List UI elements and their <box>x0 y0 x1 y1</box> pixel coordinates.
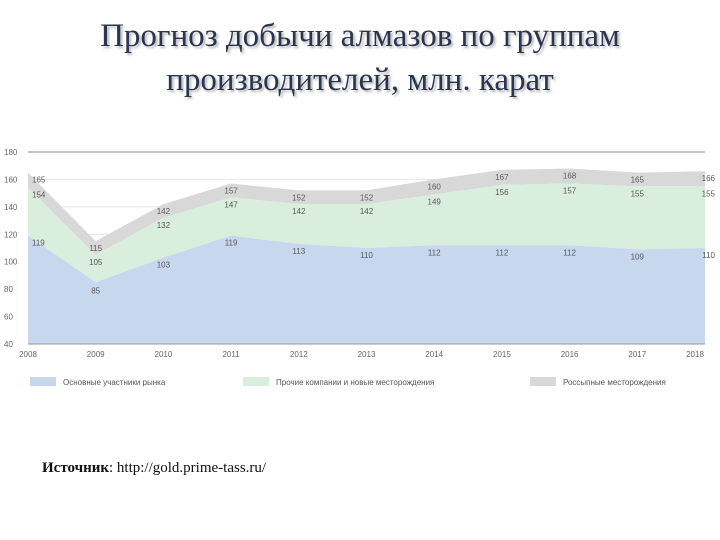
y-tick-label-180: 180 <box>4 148 18 157</box>
data-label-alluvial-2009: 115 <box>89 244 102 253</box>
title-line-1: Прогноз добычи алмазов по группам <box>100 18 620 54</box>
data-label-other-2009: 105 <box>89 258 103 267</box>
chart-legend: Основные участники рынка Прочие компании … <box>30 377 666 387</box>
data-label-other-2013: 142 <box>360 207 374 216</box>
data-label-other-2015: 156 <box>495 188 509 197</box>
legend-label-3: Россыпные месторождения <box>563 378 666 387</box>
data-label-main-2008: 119 <box>32 239 45 248</box>
data-label-other-2010: 132 <box>157 221 171 230</box>
data-label-alluvial-2014: 160 <box>428 182 442 191</box>
data-label-alluvial-2015: 167 <box>495 173 509 182</box>
title-line-2: производителей, млн. карат <box>166 62 554 98</box>
data-label-alluvial-2017: 165 <box>631 176 645 185</box>
x-tick-label-2008: 2008 <box>19 350 37 359</box>
area-other-companies <box>28 183 705 283</box>
page-title: Прогноз добычи алмазов по группам произв… <box>0 14 720 102</box>
legend-swatch-2 <box>243 377 269 386</box>
source-note: Источник: http://gold.prime-tass.ru/ <box>42 460 266 477</box>
data-label-main-2017: 109 <box>631 252 645 261</box>
y-tick-label-140: 140 <box>4 203 18 212</box>
y-tick-label-60: 60 <box>4 313 13 322</box>
x-tick-label-2009: 2009 <box>87 350 105 359</box>
x-tick-label-2015: 2015 <box>493 350 511 359</box>
x-tick-label-2016: 2016 <box>561 350 579 359</box>
data-label-main-2018: 110 <box>702 251 715 260</box>
data-label-main-2011: 119 <box>225 239 238 248</box>
x-tick-label-2010: 2010 <box>155 350 173 359</box>
legend-swatch-3 <box>530 377 556 386</box>
x-tick-label-2014: 2014 <box>425 350 443 359</box>
data-label-alluvial-2013: 152 <box>360 193 374 202</box>
x-tick-label-2011: 2011 <box>222 350 240 359</box>
data-label-other-2017: 155 <box>631 189 645 198</box>
data-label-main-2013: 110 <box>360 251 373 260</box>
y-tick-label-160: 160 <box>4 175 18 184</box>
data-label-alluvial-2011: 157 <box>224 187 238 196</box>
data-label-alluvial-2012: 152 <box>292 193 306 202</box>
data-label-other-2018: 155 <box>702 189 716 198</box>
data-label-alluvial-2016: 168 <box>563 171 577 180</box>
y-tick-label-40: 40 <box>4 340 13 349</box>
data-label-alluvial-2018: 166 <box>702 174 716 183</box>
x-tick-label-2018: 2018 <box>686 350 704 359</box>
data-label-main-2016: 112 <box>563 248 576 257</box>
data-label-main-2015: 112 <box>496 248 509 257</box>
data-label-main-2014: 112 <box>428 248 441 257</box>
legend-label-1: Основные участники рынка <box>63 378 166 387</box>
legend-swatch-1 <box>30 377 56 386</box>
data-label-other-2011: 147 <box>224 200 238 209</box>
data-label-other-2016: 157 <box>563 187 577 196</box>
chart-data-labels: 119 85 103 119 113 110 112 112 112 109 110 154 105 13… <box>32 171 716 295</box>
data-label-main-2009: 85 <box>91 286 100 295</box>
data-label-main-2012: 113 <box>292 247 305 256</box>
source-label: Источник <box>42 460 109 476</box>
chart-areas <box>28 168 705 344</box>
legend-label-2: Прочие компании и новые месторождения <box>276 378 434 387</box>
data-label-other-2012: 142 <box>292 207 306 216</box>
area-main-players <box>28 235 705 344</box>
area-alluvial <box>28 168 705 255</box>
x-tick-label-2017: 2017 <box>628 350 646 359</box>
y-tick-label-120: 120 <box>4 230 18 239</box>
data-label-alluvial-2008: 165 <box>32 176 46 185</box>
chart-axes: 40 60 80 100 120 140 160 180 2008 2009 2010 2011 201… <box>4 148 705 359</box>
data-label-main-2010: 103 <box>157 261 171 270</box>
y-tick-label-100: 100 <box>4 258 18 267</box>
y-tick-label-80: 80 <box>4 285 13 294</box>
diamond-production-chart: 40 60 80 100 120 140 160 180 2008 2009 2010 2011 201… <box>4 148 716 387</box>
data-label-alluvial-2010: 142 <box>157 207 171 216</box>
x-tick-label-2012: 2012 <box>290 350 308 359</box>
data-label-other-2008: 154 <box>32 191 46 200</box>
x-tick-label-2013: 2013 <box>358 350 376 359</box>
data-label-other-2014: 149 <box>428 198 442 207</box>
source-url: : http://gold.prime-tass.ru/ <box>109 460 267 476</box>
